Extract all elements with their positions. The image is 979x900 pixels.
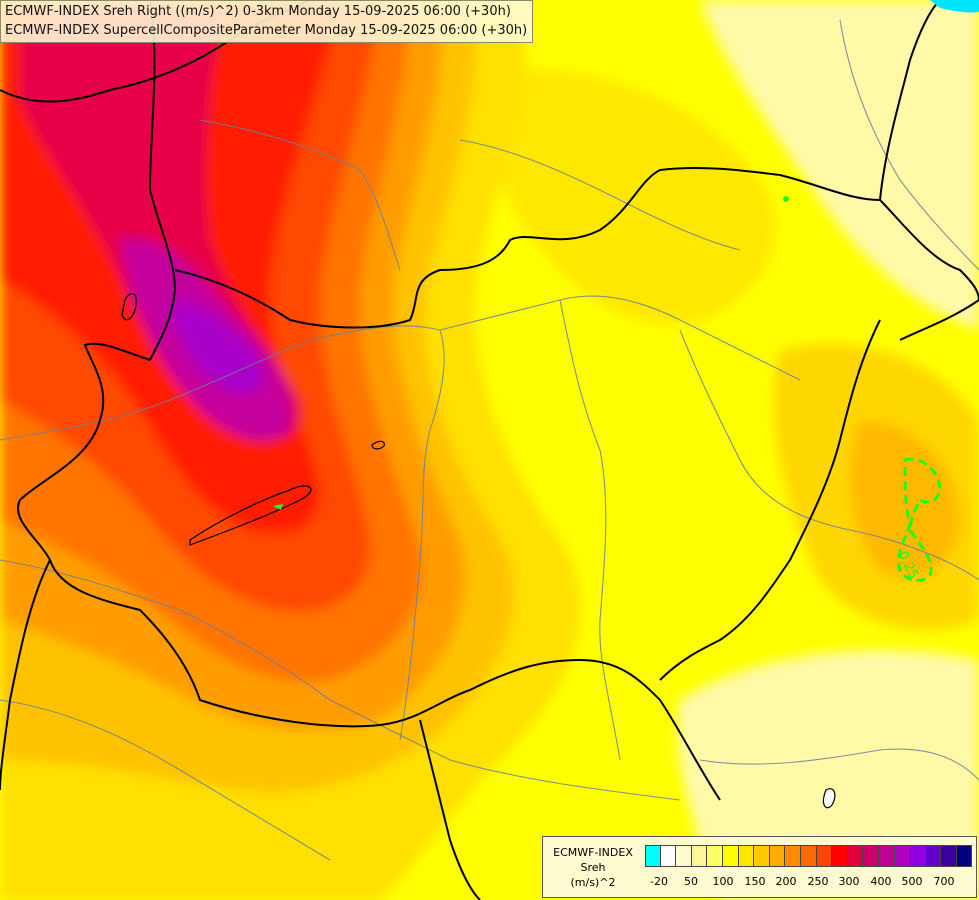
marker-green-balaton [273, 504, 283, 510]
legend-swatch-20 [956, 845, 973, 867]
lake-small [371, 440, 385, 450]
border-slovenia [0, 559, 51, 791]
legend-tick-label: -20 [650, 875, 668, 888]
legend-swatch-11 [816, 845, 833, 867]
legend-swatch-15 [878, 845, 895, 867]
river-drava [0, 559, 681, 801]
river-sava [0, 699, 331, 861]
river-network [0, 19, 979, 861]
legend-swatch-18 [925, 845, 942, 867]
legend-swatch-13 [847, 845, 864, 867]
legend-swatch-2 [676, 845, 692, 867]
legend-caption: ECMWF-INDEX Sreh (m/s)^2 [546, 845, 640, 890]
legend-tick-label: 200 [775, 875, 797, 888]
river-tisza [559, 299, 621, 761]
river-hron [459, 139, 741, 251]
border-south-serbia [419, 719, 481, 900]
legend-swatch-19 [941, 845, 957, 867]
river-east [439, 295, 801, 381]
legend-tick-label: 700 [933, 875, 955, 888]
border-north [174, 166, 979, 329]
legend-tick-label: 400 [870, 875, 892, 888]
legend-swatch-0 [645, 845, 661, 867]
river-southeast [699, 748, 979, 781]
field-corner-cyan [930, 0, 979, 13]
river-vah [199, 119, 401, 271]
legend-caption-line3: (m/s)^2 [570, 876, 616, 889]
legend-swatch-8 [769, 845, 786, 867]
legend-caption-line2: Sreh [580, 861, 606, 874]
legend-swatch-16 [894, 845, 911, 867]
color-legend: ECMWF-INDEX Sreh (m/s)^2 -20 50 100 150 200 2… [542, 836, 977, 898]
border-southwest-south [17, 342, 721, 801]
legend-swatch-6 [738, 845, 755, 867]
title-line-sreh: ECMWF-INDEX Sreh Right ((m/s)^2) 0-3km M… [5, 4, 511, 19]
legend-tick-label: 250 [807, 875, 829, 888]
border-northeast [879, 0, 941, 201]
legend-color-bar [645, 845, 973, 867]
border-ro-hu [659, 319, 881, 681]
border-ro-ua [899, 299, 979, 341]
legend-swatch-7 [754, 845, 770, 867]
legend-tick-label: 500 [901, 875, 923, 888]
legend-swatch-17 [910, 845, 926, 867]
legend-swatch-9 [785, 845, 801, 867]
river-northeast [839, 19, 979, 271]
scp-contour-line [897, 457, 942, 582]
lake-balaton [189, 485, 312, 546]
border-at-cz [148, 0, 177, 361]
lake-white [822, 788, 836, 809]
legend-tick-label: 100 [712, 875, 734, 888]
legend-tick-label: 150 [744, 875, 766, 888]
legend-swatch-10 [800, 845, 817, 867]
legend-swatch-4 [707, 845, 723, 867]
legend-swatch-5 [722, 845, 739, 867]
river-mures [679, 329, 979, 581]
river-main [0, 325, 445, 741]
field-pale-northeast [700, 0, 979, 330]
legend-tick-labels: -20 50 100 150 200 250 300 400 500 700 [645, 875, 975, 891]
legend-tick-label: 300 [838, 875, 860, 888]
title-line-scp: ECMWF-INDEX SupercellCompositeParameter … [5, 23, 528, 38]
lakes [121, 293, 836, 809]
legend-tick-label: 50 [684, 875, 698, 888]
field-tint-north [485, 68, 777, 324]
lake-neusiedl [121, 293, 137, 321]
legend-swatch-14 [863, 845, 879, 867]
marker-green-north [783, 196, 789, 202]
legend-swatch-3 [691, 845, 708, 867]
legend-swatch-1 [660, 845, 677, 867]
legend-swatch-12 [832, 845, 848, 867]
map-title-box: ECMWF-INDEX Sreh Right ((m/s)^2) 0-3km M… [0, 0, 534, 43]
legend-caption-line1: ECMWF-INDEX [553, 846, 633, 859]
